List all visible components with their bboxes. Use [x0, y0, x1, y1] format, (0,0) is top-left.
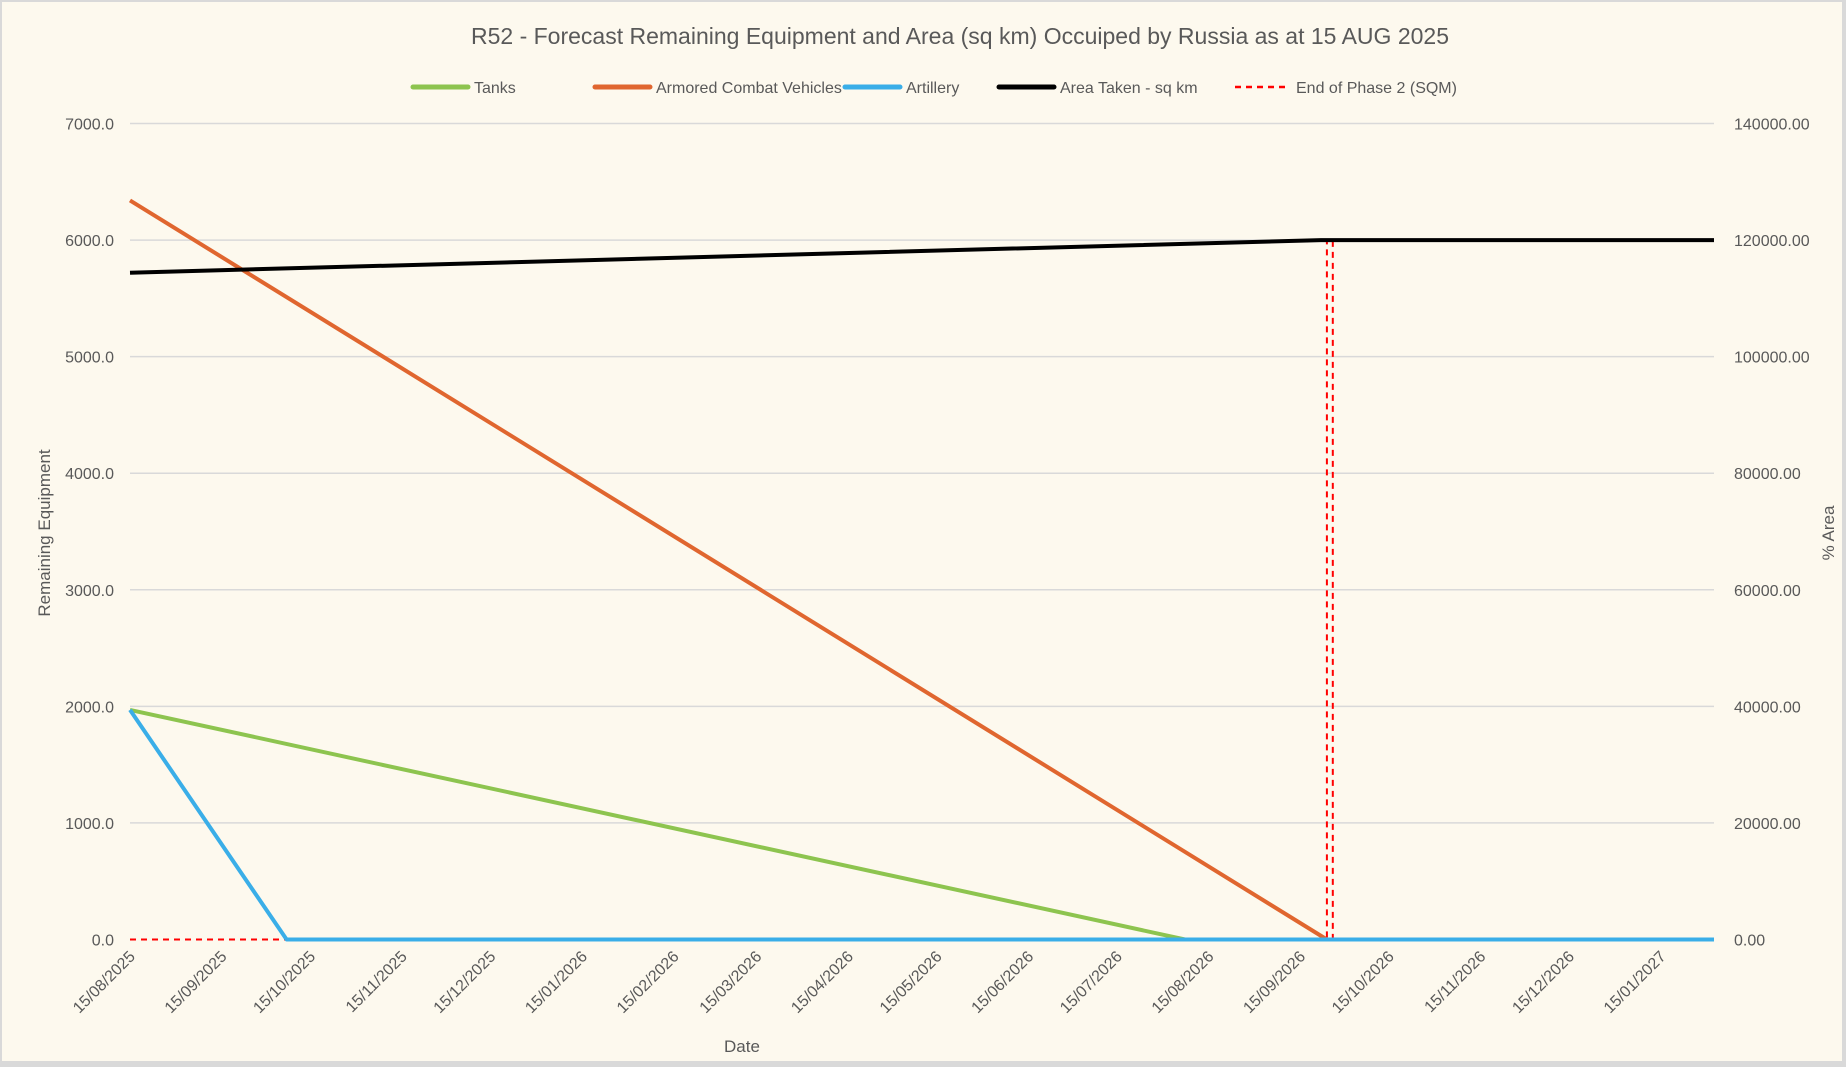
y-tick-label: 0.0 — [92, 933, 114, 950]
y-tick-label: 3000.0 — [65, 583, 114, 600]
y-tick-label: 7000.0 — [65, 117, 114, 134]
y-tick-label: 5000.0 — [65, 350, 114, 367]
series-line-armored-combat-vehicles — [128, 198, 1714, 942]
legend-label: Armored Combat Vehicles — [656, 80, 842, 97]
y-axis-left: 0.0 1000.0 2000.0 3000.0 4000.0 5000.0 6000.0 7… — [65, 117, 114, 950]
x-tick-label: 15/04/2026 — [788, 948, 857, 1017]
y-tick-label: 4000.0 — [65, 466, 114, 483]
chart-title: R52 - Forecast Remaining Equipment and A… — [471, 23, 1449, 49]
x-tick-label: 15/10/2026 — [1329, 948, 1398, 1017]
x-tick-label: 15/01/2026 — [522, 948, 591, 1017]
series-lines — [128, 198, 1714, 942]
y-tick-label: 2000.0 — [65, 699, 114, 716]
legend-label: Artillery — [906, 80, 959, 97]
y2-axis-label: % Area — [1819, 505, 1838, 560]
legend-label: Area Taken - sq km — [1060, 80, 1198, 97]
y-tick-label: 6000.0 — [65, 233, 114, 250]
y2-tick-label: 140000.00 — [1734, 117, 1810, 134]
legend-label: End of Phase 2 (SQM) — [1296, 80, 1457, 97]
y-axis-label: Remaining Equipment — [35, 449, 54, 617]
x-tick-label: 15/09/2025 — [162, 948, 231, 1017]
series-line-artillery — [128, 708, 1714, 942]
x-tick-label: 15/05/2026 — [877, 948, 946, 1017]
legend-label: Tanks — [474, 80, 516, 97]
x-tick-label: 15/10/2025 — [250, 948, 319, 1017]
x-tick-label: 15/12/2026 — [1509, 948, 1578, 1017]
y2-tick-label: 120000.00 — [1734, 233, 1810, 250]
x-tick-label: 15/08/2026 — [1149, 948, 1218, 1017]
x-tick-label: 15/02/2026 — [614, 948, 683, 1017]
gridlines — [130, 122, 1714, 824]
series-line-tanks — [129, 707, 1714, 942]
x-tick-label: 15/03/2026 — [697, 948, 766, 1017]
y-axis-right: 0.00 20000.00 40000.00 60000.00 80000.00 1000… — [1734, 117, 1810, 950]
y2-tick-label: 0.00 — [1734, 933, 1765, 950]
x-axis-label: Date — [724, 1037, 760, 1056]
y2-tick-label: 40000.00 — [1734, 699, 1801, 716]
series-line-area-taken-sq-km — [129, 238, 1714, 275]
y2-tick-label: 20000.00 — [1734, 816, 1801, 833]
y2-tick-label: 80000.00 — [1734, 466, 1801, 483]
x-tick-label: 15/11/2026 — [1422, 948, 1490, 1016]
x-tick-label: 15/01/2027 — [1601, 948, 1670, 1017]
y-tick-label: 1000.0 — [65, 816, 114, 833]
x-axis: 15/08/2025 15/09/2025 15/10/2025 15/11/2025… — [70, 948, 1670, 1017]
x-tick-label: 15/08/2025 — [70, 948, 139, 1017]
x-tick-label: 15/11/2025 — [343, 948, 411, 1016]
x-tick-label: 15/12/2025 — [431, 948, 500, 1017]
legend: Tanks Armored Combat Vehicles Artillery Are… — [410, 80, 1457, 97]
y2-tick-label: 100000.00 — [1734, 350, 1810, 367]
y2-tick-label: 60000.00 — [1734, 583, 1801, 600]
x-tick-label: 15/09/2026 — [1240, 948, 1309, 1017]
x-tick-label: 15/07/2026 — [1057, 948, 1126, 1017]
x-tick-label: 15/06/2026 — [969, 948, 1038, 1017]
